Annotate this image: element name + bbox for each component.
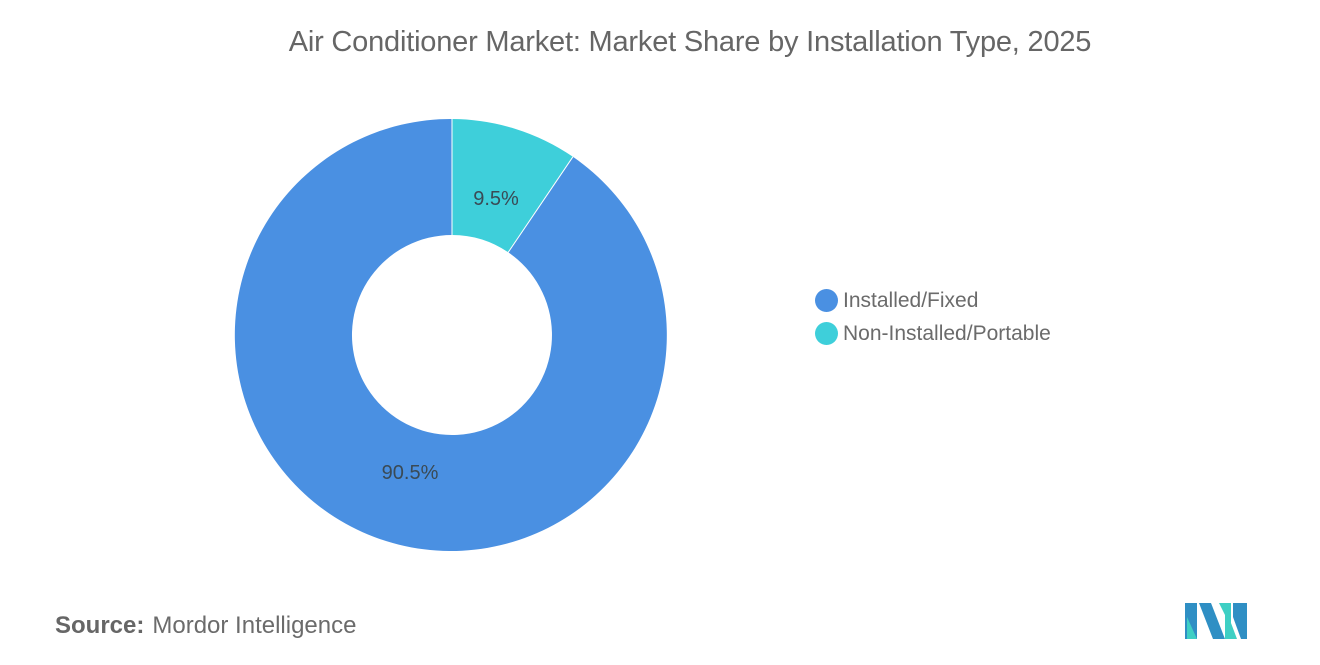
legend-label: Installed/Fixed (843, 288, 979, 312)
legend-item-non-installed-portable[interactable]: Non-Installed/Portable (815, 317, 1051, 350)
label-portable: 9.5% (473, 188, 519, 210)
legend-label: Non-Installed/Portable (843, 321, 1051, 345)
label-installed: 90.5% (382, 462, 439, 484)
slice-installed-fixed[interactable] (234, 118, 667, 551)
legend: Installed/Fixed Non-Installed/Portable (815, 284, 1051, 350)
mordor-intelligence-logo-icon (1185, 603, 1247, 639)
legend-dot-icon (815, 322, 838, 345)
source-value: Mordor Intelligence (152, 612, 357, 639)
legend-item-installed-fixed[interactable]: Installed/Fixed (815, 284, 1051, 317)
chart-title: Air Conditioner Market: Market Share by … (288, 26, 1092, 58)
source-note: Source: Mordor Intelligence (55, 612, 356, 640)
legend-dot-icon (815, 289, 838, 312)
slice-non-installed-portable[interactable] (452, 119, 573, 253)
source-key: Source: (55, 612, 145, 639)
